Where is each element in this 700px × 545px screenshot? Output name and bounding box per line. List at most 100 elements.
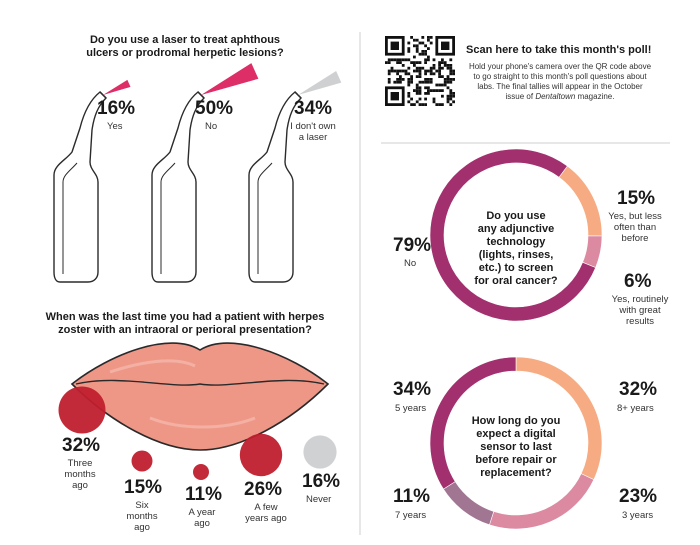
qr-module — [446, 80, 450, 84]
qr-module — [404, 72, 408, 76]
qr-module — [418, 97, 422, 101]
oral-cancer-routinely-label: Yes, routinely with great results — [611, 294, 669, 327]
sensor-8-years-label: 8+ years — [617, 403, 654, 414]
qr-module — [449, 72, 453, 76]
lips-shape — [70, 342, 330, 451]
laser-none-label: I don't own a laser — [290, 121, 336, 143]
qr-module — [421, 80, 425, 84]
laser-no-value: 50% — [195, 98, 234, 119]
poll-promo-title: Scan here to take this month's poll! — [466, 44, 652, 56]
qr-module — [418, 66, 422, 70]
qr-module — [429, 41, 433, 45]
qr-module — [387, 80, 391, 84]
qr-module — [435, 83, 439, 87]
qr-module — [424, 69, 427, 73]
qr-module — [421, 103, 425, 106]
qr-module — [441, 83, 444, 87]
herpes-six-months-value: 15% — [124, 477, 163, 498]
qr-module — [438, 72, 441, 76]
oral-cancer-no-value: 79% — [393, 235, 432, 256]
qr-code-icon[interactable] — [384, 35, 456, 107]
qr-module — [410, 80, 413, 84]
qr-module — [449, 94, 453, 98]
qr-module — [413, 89, 416, 92]
herpes-dot — [131, 450, 153, 472]
qr-module — [441, 58, 444, 62]
qr-module — [427, 92, 430, 95]
qr-module — [429, 36, 433, 39]
sensor-5-years-value: 34% — [393, 379, 432, 400]
qr-module — [438, 83, 441, 87]
qr-module — [435, 69, 439, 73]
qr-module — [449, 58, 453, 62]
qr-module — [401, 64, 405, 67]
laser-question: Do you use a laser to treat aphthous ulc… — [86, 34, 284, 59]
qr-module — [441, 94, 444, 98]
qr-module — [452, 94, 455, 98]
qr-module — [387, 58, 391, 62]
qr-module — [407, 100, 411, 104]
poll-promo-body: Hold your phone's camera over the QR cod… — [468, 62, 652, 101]
qr-module — [446, 75, 450, 78]
donut-segment — [582, 235, 603, 268]
herpes-few-years-value: 26% — [244, 479, 283, 500]
digital-sensor-question: How long do you expect a digital sensor … — [471, 415, 561, 479]
qr-module — [418, 75, 422, 78]
qr-module — [393, 58, 397, 62]
oral-cancer-less-often-value: 15% — [617, 188, 656, 209]
donut-segment — [442, 481, 495, 526]
qr-module — [410, 36, 413, 39]
herpes-year-label: A year ago — [188, 507, 216, 529]
qr-module — [435, 89, 439, 92]
lips-parting-line — [75, 379, 325, 386]
laser-no-label: No — [205, 121, 218, 132]
herpes-year-value: 11% — [185, 484, 222, 505]
laser-inner-line — [62, 162, 78, 274]
qr-module — [441, 61, 444, 64]
qr-module — [387, 61, 391, 64]
qr-module — [449, 66, 453, 70]
qr-module — [421, 50, 425, 53]
qr-module — [429, 66, 433, 70]
qr-module — [427, 80, 430, 84]
qr-module — [452, 78, 455, 81]
qr-module — [438, 89, 441, 92]
qr-module — [407, 78, 411, 81]
qr-module — [385, 61, 388, 64]
qr-module — [407, 92, 411, 95]
herpes-never-label: Never — [306, 494, 332, 505]
donut-segment — [429, 148, 596, 322]
laser-handpiece-icon — [53, 63, 342, 283]
qr-module — [427, 89, 430, 92]
qr-module — [415, 66, 419, 70]
qr-module — [418, 92, 422, 95]
qr-module — [418, 41, 422, 45]
qr-module — [418, 61, 422, 64]
qr-module — [399, 80, 402, 84]
qr-module — [449, 80, 453, 84]
qr-module — [449, 103, 453, 106]
herpes-three-months-value: 32% — [62, 435, 101, 456]
qr-module — [452, 100, 455, 104]
herpes-three-months-label: Three months ago — [64, 458, 96, 491]
qr-module — [424, 44, 427, 48]
herpes-dot — [58, 386, 106, 434]
magazine-name: Dentaltown — [535, 92, 576, 101]
qr-module — [418, 86, 422, 90]
qr-module — [432, 58, 436, 62]
herpes-zoster-dots — [58, 386, 337, 480]
laser-none-value: 34% — [294, 98, 333, 119]
qr-module — [432, 89, 436, 92]
laser-inner-line — [257, 162, 273, 274]
qr-module — [449, 64, 453, 67]
qr-module — [427, 38, 430, 42]
upper-lip-highlight — [109, 359, 196, 374]
laser-yes-value: 16% — [97, 98, 136, 119]
qr-module — [443, 83, 447, 87]
qr-finder-inner — [441, 41, 450, 50]
qr-module — [443, 78, 447, 81]
qr-module — [427, 86, 430, 90]
qr-module — [424, 97, 427, 101]
qr-module — [443, 80, 447, 84]
qr-module — [396, 58, 399, 62]
